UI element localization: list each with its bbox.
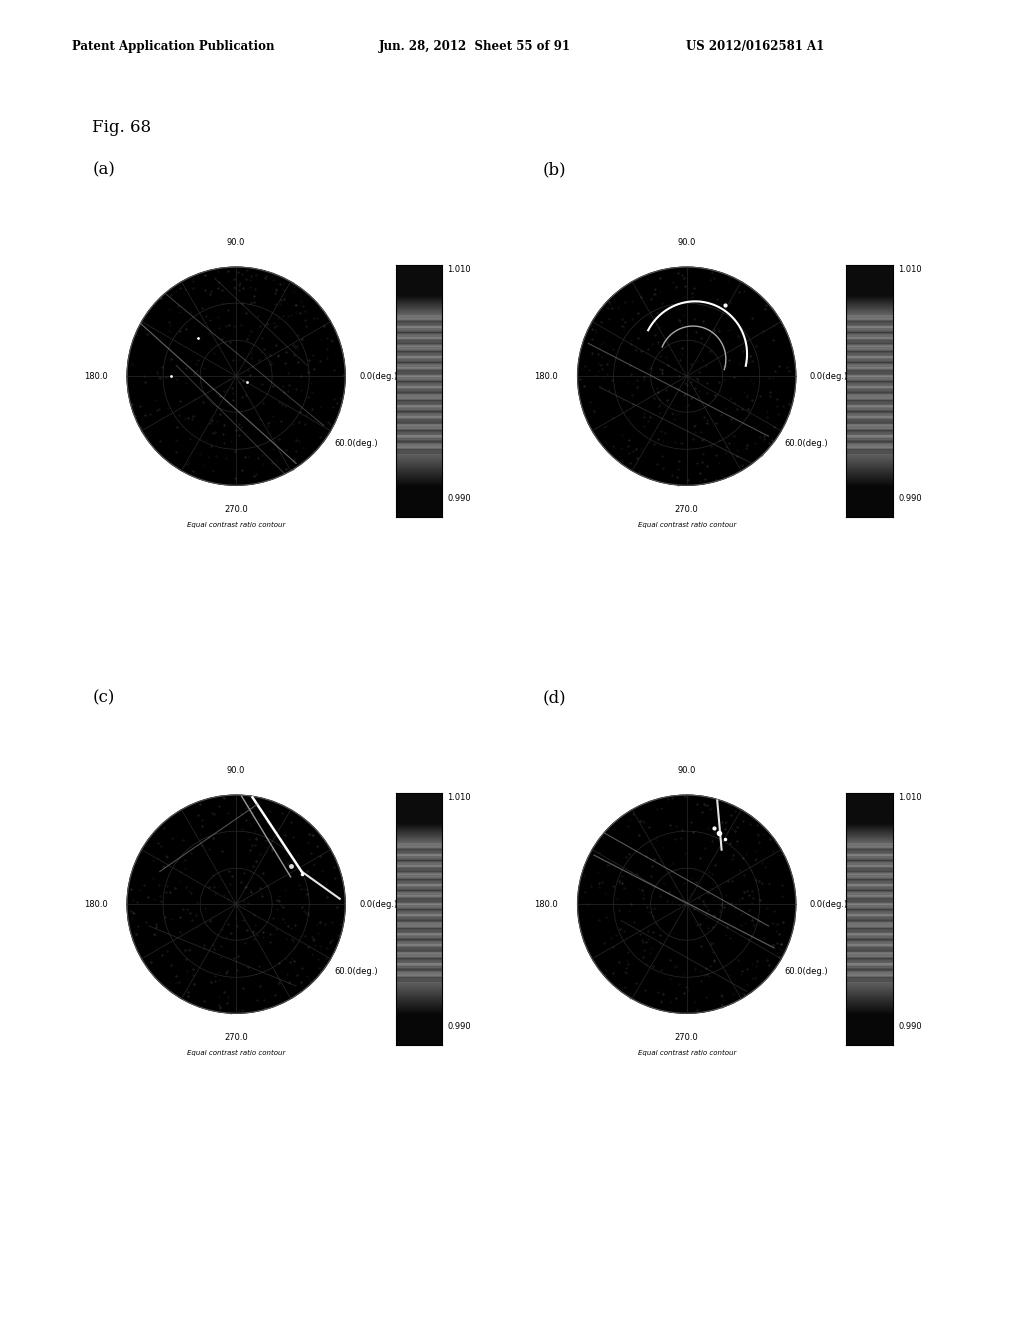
Circle shape bbox=[578, 267, 796, 486]
Text: 180.0: 180.0 bbox=[84, 900, 108, 908]
Text: 90.0: 90.0 bbox=[227, 767, 246, 775]
Circle shape bbox=[578, 795, 796, 1014]
Text: 180.0: 180.0 bbox=[535, 900, 558, 908]
Text: Equal contrast ratio contour: Equal contrast ratio contour bbox=[187, 523, 286, 528]
Text: 270.0: 270.0 bbox=[675, 506, 698, 513]
Text: (d): (d) bbox=[543, 689, 566, 706]
Text: Equal contrast ratio contour: Equal contrast ratio contour bbox=[638, 1051, 736, 1056]
Text: 1.010: 1.010 bbox=[898, 265, 922, 275]
Text: 1.010: 1.010 bbox=[447, 793, 471, 803]
Text: 0.0(deg.): 0.0(deg.) bbox=[810, 900, 848, 908]
Text: (b): (b) bbox=[543, 161, 566, 178]
Text: 90.0: 90.0 bbox=[678, 239, 696, 247]
Circle shape bbox=[127, 267, 345, 486]
Text: 270.0: 270.0 bbox=[224, 506, 248, 513]
Text: 0.990: 0.990 bbox=[447, 495, 471, 503]
Text: 60.0(deg.): 60.0(deg.) bbox=[334, 968, 378, 977]
Text: 180.0: 180.0 bbox=[84, 372, 108, 380]
Text: 0.0(deg.): 0.0(deg.) bbox=[359, 372, 397, 380]
Text: Equal contrast ratio contour: Equal contrast ratio contour bbox=[638, 523, 736, 528]
Text: 0.990: 0.990 bbox=[447, 1023, 471, 1031]
Text: Patent Application Publication: Patent Application Publication bbox=[72, 40, 274, 53]
Text: 1.010: 1.010 bbox=[447, 265, 471, 275]
Text: (a): (a) bbox=[92, 161, 115, 178]
Text: 0.0(deg.): 0.0(deg.) bbox=[810, 372, 848, 380]
Text: 180.0: 180.0 bbox=[535, 372, 558, 380]
Text: Jun. 28, 2012  Sheet 55 of 91: Jun. 28, 2012 Sheet 55 of 91 bbox=[379, 40, 571, 53]
Text: 0.0(deg.): 0.0(deg.) bbox=[359, 900, 397, 908]
Text: Equal contrast ratio contour: Equal contrast ratio contour bbox=[187, 1051, 286, 1056]
Text: 60.0(deg.): 60.0(deg.) bbox=[784, 440, 828, 449]
Circle shape bbox=[127, 795, 345, 1014]
Text: 0.990: 0.990 bbox=[898, 1023, 922, 1031]
Text: 90.0: 90.0 bbox=[678, 767, 696, 775]
Text: (c): (c) bbox=[92, 689, 115, 706]
Text: 270.0: 270.0 bbox=[224, 1034, 248, 1041]
Text: 60.0(deg.): 60.0(deg.) bbox=[334, 440, 378, 449]
Text: 60.0(deg.): 60.0(deg.) bbox=[784, 968, 828, 977]
Text: 90.0: 90.0 bbox=[227, 239, 246, 247]
Text: US 2012/0162581 A1: US 2012/0162581 A1 bbox=[686, 40, 824, 53]
Text: 1.010: 1.010 bbox=[898, 793, 922, 803]
Text: Fig. 68: Fig. 68 bbox=[92, 119, 152, 136]
Text: 270.0: 270.0 bbox=[675, 1034, 698, 1041]
Text: 0.990: 0.990 bbox=[898, 495, 922, 503]
